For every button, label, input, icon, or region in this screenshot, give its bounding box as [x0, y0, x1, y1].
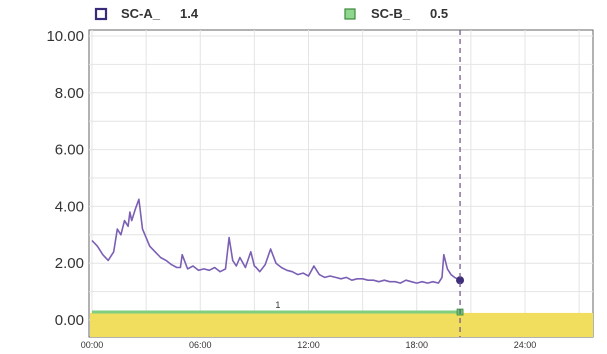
series-line-sca [91, 198, 461, 284]
band-label: 1 [275, 300, 280, 310]
x-axis: 00:00 06:00 12:00 18:00 24:00 [81, 340, 537, 350]
y-tick-label: 10.00 [46, 28, 84, 45]
legend: SC-A_ 1.4 SC-B_ 0.5 [94, 6, 448, 21]
y-tick-label: 4.00 [55, 198, 84, 215]
legend-swatch-scb [344, 8, 356, 20]
cursor-marker-sca [456, 276, 465, 285]
baseline-band [90, 312, 593, 337]
legend-label-sca: SC-A_ [121, 6, 161, 21]
x-tick-label: 18:00 [405, 340, 428, 350]
y-tick-label: 8.00 [55, 85, 84, 102]
x-tick-label: 12:00 [297, 340, 320, 350]
y-tick-label: 0.00 [55, 312, 84, 329]
legend-value-sca: 1.4 [180, 6, 199, 21]
x-tick-label: 00:00 [81, 340, 104, 350]
x-tick-label: 06:00 [189, 340, 212, 350]
y-tick-label: 6.00 [55, 142, 84, 159]
legend-swatch-sca [94, 7, 108, 21]
x-tick-label: 24:00 [514, 340, 537, 350]
legend-value-scb: 0.5 [430, 6, 448, 21]
y-tick-label: 2.00 [55, 255, 84, 272]
plot-area [88, 29, 594, 338]
y-axis: 0.00 2.00 4.00 6.00 8.00 10.00 [46, 28, 84, 329]
legend-label-scb: SC-B_ [371, 6, 411, 21]
